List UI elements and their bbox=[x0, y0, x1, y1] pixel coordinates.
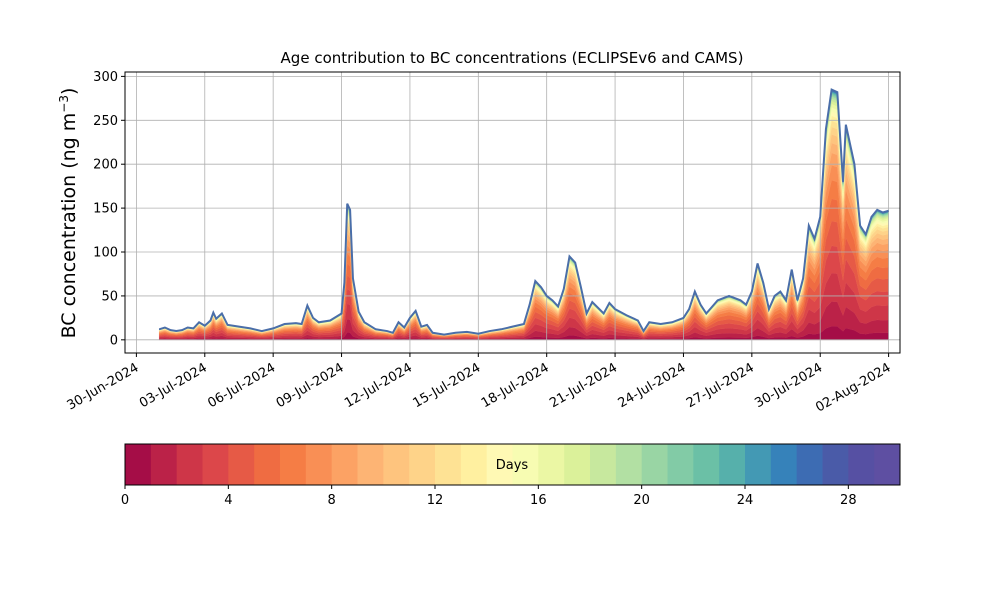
colorbar-cell bbox=[641, 444, 668, 485]
colorbar-tick-label: 12 bbox=[427, 493, 444, 508]
colorbar-cell bbox=[590, 444, 617, 485]
colorbar-cell bbox=[176, 444, 203, 485]
y-tick-label: 100 bbox=[93, 246, 118, 261]
colorbar-cell bbox=[486, 444, 513, 485]
colorbar-cell bbox=[512, 444, 539, 485]
colorbar-cell bbox=[564, 444, 591, 485]
colorbar-cell bbox=[357, 444, 384, 485]
colorbar-tick-label: 24 bbox=[737, 493, 754, 508]
colorbar-tick-label: 16 bbox=[530, 493, 547, 508]
total-concentration-line bbox=[158, 88, 889, 336]
colorbar-cell bbox=[460, 444, 488, 485]
y-axis-label: BC concentration (ng m−3) bbox=[57, 88, 80, 339]
colorbar-cell bbox=[693, 444, 720, 485]
colorbar-tick-label: 4 bbox=[224, 493, 232, 508]
y-tick-label: 300 bbox=[93, 70, 118, 85]
colorbar: Days 0 4 8 12 16 20 24 28 bbox=[121, 443, 901, 508]
chart-title: Age contribution to BC concentrations (E… bbox=[281, 49, 744, 67]
y-tick-label: 0 bbox=[110, 333, 118, 348]
grid-lines bbox=[125, 72, 900, 353]
colorbar-cell bbox=[254, 444, 281, 485]
colorbar-cell bbox=[228, 444, 255, 485]
colorbar-label: Days bbox=[496, 458, 529, 473]
colorbar-cell bbox=[667, 444, 694, 485]
y-axis-ticks: 0 50 100 150 200 250 300 bbox=[93, 70, 125, 348]
colorbar-tick-label: 8 bbox=[328, 493, 336, 508]
y-tick-label: 50 bbox=[101, 289, 118, 304]
colorbar-tick-label: 20 bbox=[633, 493, 650, 508]
colorbar-cell bbox=[848, 444, 875, 485]
colorbar-cell bbox=[435, 444, 462, 485]
y-tick-label: 150 bbox=[93, 202, 118, 217]
colorbar-cell bbox=[719, 444, 746, 485]
colorbar-cell bbox=[796, 444, 823, 485]
colorbar-cell bbox=[822, 444, 849, 485]
colorbar-cell bbox=[409, 444, 436, 485]
colorbar-frame bbox=[124, 443, 901, 486]
colorbar-ticks: 0 4 8 12 16 20 24 28 bbox=[121, 485, 857, 508]
colorbar-cells bbox=[125, 444, 901, 485]
y-tick-label: 250 bbox=[93, 114, 118, 129]
colorbar-cell bbox=[745, 444, 772, 485]
colorbar-cell bbox=[150, 444, 178, 485]
colorbar-cell bbox=[383, 444, 410, 485]
colorbar-tick-label: 28 bbox=[840, 493, 857, 508]
colorbar-tick-label: 0 bbox=[121, 493, 129, 508]
plot-frame bbox=[124, 71, 901, 354]
colorbar-cell bbox=[305, 444, 333, 485]
colorbar-cell bbox=[874, 444, 901, 485]
colorbar-cell bbox=[615, 444, 643, 485]
colorbar-cell bbox=[202, 444, 229, 485]
colorbar-cell bbox=[125, 444, 152, 485]
colorbar-cell bbox=[770, 444, 798, 485]
colorbar-cell bbox=[280, 444, 307, 485]
colorbar-cell bbox=[331, 444, 358, 485]
colorbar-cell bbox=[538, 444, 565, 485]
y-tick-label: 200 bbox=[93, 158, 118, 173]
